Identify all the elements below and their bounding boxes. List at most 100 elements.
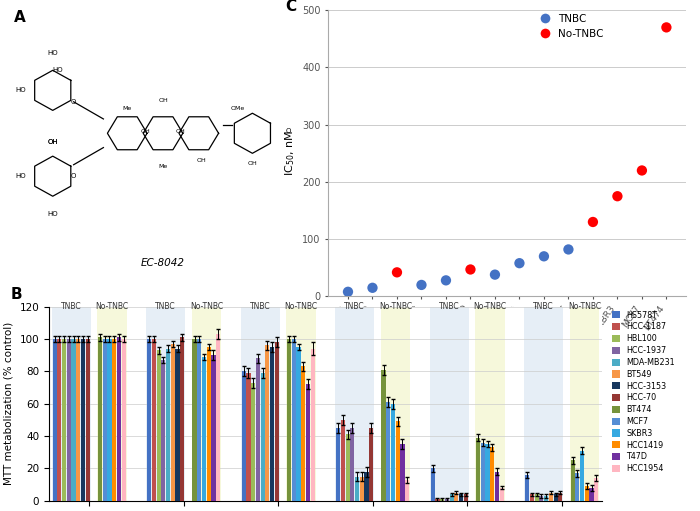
Bar [580, 451, 584, 501]
Legend: HS578T, HCC-1187, HBL100, HCC-1937, MDA-MB231, BT549, HCC-3153, HCC-70, BT474, M: HS578T, HCC-1187, HBL100, HCC-1937, MDA-… [612, 311, 675, 473]
Bar [306, 384, 310, 501]
Bar [265, 345, 270, 501]
Point [661, 24, 672, 32]
Bar [476, 437, 480, 501]
Bar [524, 307, 564, 501]
Text: TNBC: TNBC [250, 303, 271, 311]
Bar [62, 339, 66, 501]
Text: Me: Me [122, 106, 132, 111]
Bar [481, 443, 485, 501]
Text: No-TNBC: No-TNBC [568, 303, 601, 311]
Text: OH: OH [248, 161, 258, 166]
Bar [350, 428, 354, 501]
Bar [171, 344, 175, 501]
Bar [206, 347, 211, 501]
Bar [311, 349, 315, 501]
Bar [449, 494, 454, 501]
Bar [525, 475, 529, 501]
Bar [103, 339, 107, 501]
Text: OMe: OMe [230, 106, 244, 111]
Bar [500, 488, 504, 501]
Point [440, 276, 452, 285]
Bar [202, 357, 206, 501]
Bar [260, 373, 265, 501]
Bar [549, 493, 553, 501]
Bar [161, 360, 165, 501]
Bar [459, 494, 463, 501]
Text: O: O [286, 128, 291, 134]
Bar [193, 339, 197, 501]
Bar [98, 337, 102, 501]
Bar [85, 339, 90, 501]
Text: EC-8042: EC-8042 [141, 258, 185, 268]
Bar [369, 428, 373, 501]
Bar [530, 494, 534, 501]
Bar [463, 494, 468, 501]
Bar [335, 307, 374, 501]
Text: No-TNBC: No-TNBC [190, 303, 223, 311]
Bar [292, 339, 296, 501]
Bar [386, 402, 391, 501]
Bar [197, 339, 202, 501]
Text: B: B [10, 287, 22, 302]
Point [563, 245, 574, 253]
Text: OH: OH [197, 158, 206, 163]
Bar [535, 494, 539, 501]
Bar [241, 307, 279, 501]
Bar [296, 347, 300, 501]
Bar [486, 444, 489, 501]
Text: OH: OH [158, 98, 168, 103]
Text: HO: HO [15, 87, 26, 94]
Text: TNBC: TNBC [155, 303, 176, 311]
Text: O: O [71, 173, 76, 179]
Text: HO: HO [48, 50, 58, 56]
Bar [365, 472, 369, 501]
Point [342, 288, 354, 296]
Bar [122, 339, 126, 501]
Bar [570, 307, 599, 501]
Text: OH: OH [176, 129, 186, 134]
Bar [336, 428, 340, 501]
Bar [355, 476, 359, 501]
Bar [81, 339, 85, 501]
Bar [180, 337, 184, 501]
Text: No-TNBC: No-TNBC [95, 303, 128, 311]
Bar [584, 486, 589, 501]
Bar [589, 488, 594, 501]
Bar [166, 349, 170, 501]
Y-axis label: IC$_{50}$, nM: IC$_{50}$, nM [283, 130, 297, 176]
Text: HO: HO [52, 67, 64, 73]
Bar [575, 473, 580, 501]
Bar [52, 339, 57, 501]
Bar [435, 499, 440, 501]
Point [465, 265, 476, 273]
Legend: TNBC, No-TNBC: TNBC, No-TNBC [531, 10, 608, 43]
Text: A: A [14, 10, 26, 25]
Bar [360, 476, 364, 501]
Bar [594, 478, 598, 501]
Bar [112, 339, 116, 501]
Bar [382, 370, 386, 501]
Text: O: O [71, 99, 76, 105]
Bar [76, 339, 80, 501]
Bar [256, 358, 260, 501]
Point [489, 270, 500, 278]
Bar [400, 444, 405, 501]
Text: C: C [286, 0, 297, 14]
Bar [286, 307, 316, 501]
Text: HO: HO [15, 173, 26, 179]
Bar [444, 499, 449, 501]
Bar [440, 499, 444, 501]
Text: No-TNBC: No-TNBC [379, 303, 412, 311]
Bar [430, 307, 468, 501]
Bar [52, 307, 90, 501]
Bar [192, 307, 221, 501]
Text: TNBC: TNBC [344, 303, 365, 311]
Bar [570, 460, 575, 501]
Bar [71, 339, 76, 501]
Bar [301, 366, 305, 501]
Bar [287, 339, 291, 501]
Bar [251, 383, 256, 501]
Bar [544, 496, 548, 501]
Bar [475, 307, 505, 501]
